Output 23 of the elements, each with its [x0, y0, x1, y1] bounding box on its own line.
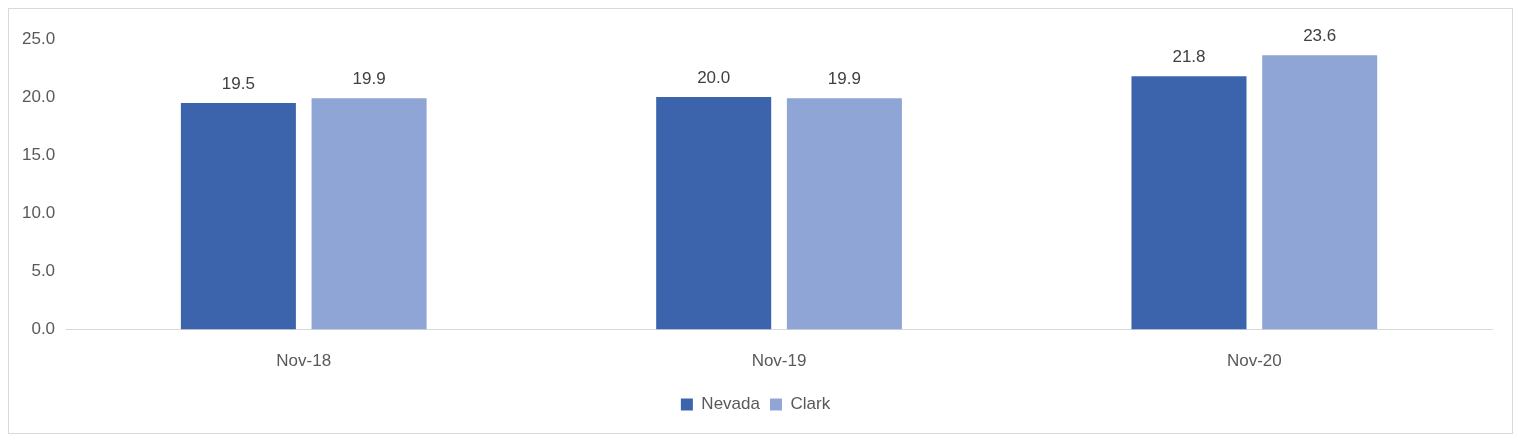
y-tick-label: 10.0 [21, 203, 56, 223]
bar [1262, 55, 1378, 330]
data-label: 19.9 [352, 69, 386, 89]
data-label: 19.5 [221, 74, 255, 94]
x-tick-label: Nov-20 [1226, 351, 1282, 371]
data-label: 20.0 [697, 68, 731, 88]
data-label: 21.8 [1172, 47, 1206, 67]
y-tick-label: 20.0 [21, 86, 56, 106]
legend-label: Nevada [701, 394, 761, 414]
y-tick-label: 25.0 [21, 28, 56, 48]
x-tick-label: Nov-18 [276, 351, 332, 371]
bar [1131, 76, 1247, 330]
data-label: 23.6 [1303, 26, 1337, 46]
y-tick-label: 0.0 [31, 319, 56, 339]
bar [180, 102, 296, 330]
y-tick-label: 15.0 [21, 144, 56, 164]
bar [786, 98, 902, 330]
y-tick-label: 5.0 [31, 261, 56, 281]
bar [311, 98, 427, 330]
bar [656, 97, 772, 330]
x-tick-label: Nov-19 [751, 351, 807, 371]
legend-label: Clark [790, 394, 831, 414]
data-label: 19.9 [827, 69, 861, 89]
